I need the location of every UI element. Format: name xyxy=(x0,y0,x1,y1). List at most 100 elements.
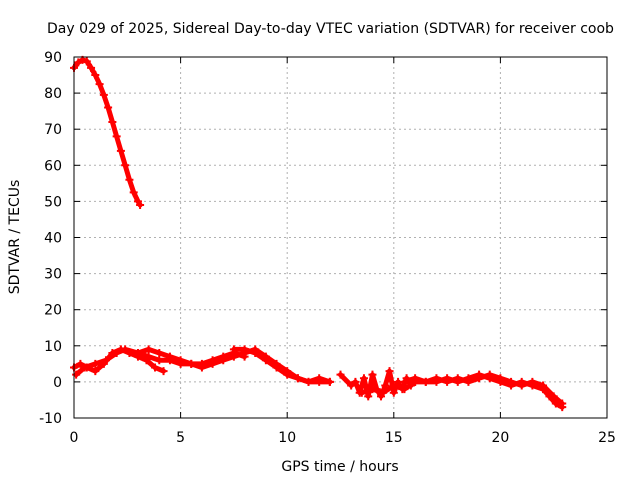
x-tick-label: 0 xyxy=(70,430,79,446)
data-point xyxy=(389,381,398,390)
data-point xyxy=(104,103,113,112)
data-point xyxy=(421,377,430,386)
data-point xyxy=(385,367,394,376)
data-point xyxy=(219,356,228,365)
data-point xyxy=(293,374,302,383)
data-point xyxy=(381,381,390,390)
data-point xyxy=(74,58,83,67)
y-axis-title: SDTVAR / TECUs xyxy=(7,180,23,295)
data-point xyxy=(112,349,121,358)
y-tick-label: 70 xyxy=(44,122,62,138)
data-point xyxy=(411,374,420,383)
data-point xyxy=(283,370,292,379)
data-point xyxy=(155,349,164,358)
data-point xyxy=(165,356,174,365)
data-point xyxy=(389,388,398,397)
data-point xyxy=(351,377,360,386)
data-point xyxy=(545,392,554,401)
data-point xyxy=(159,367,168,376)
data-point xyxy=(116,146,125,155)
data-point xyxy=(443,374,452,383)
data-point xyxy=(197,363,206,372)
y-tick-label: 30 xyxy=(44,267,62,283)
ticks: 0 5 10 15 20 25 -10 0 10 20 30 40 50 60 70 80 90 xyxy=(39,50,616,446)
data-point xyxy=(229,345,238,354)
data-point xyxy=(475,370,484,379)
data-point xyxy=(91,71,100,80)
data-point xyxy=(304,377,313,386)
y-tick-label: 20 xyxy=(44,303,62,319)
data-point xyxy=(528,381,537,390)
data-point xyxy=(496,377,505,386)
series-line-low-track-4 xyxy=(231,346,333,385)
x-tick-label: 10 xyxy=(278,430,296,446)
data-point xyxy=(315,374,324,383)
data-point xyxy=(129,188,138,197)
x-tick-label: 20 xyxy=(491,430,509,446)
data-point xyxy=(432,377,441,386)
x-tick-label: 15 xyxy=(385,430,403,446)
data-point xyxy=(400,377,409,386)
y-tick-label: 80 xyxy=(44,86,62,102)
data-point xyxy=(125,175,134,184)
data-point xyxy=(261,356,270,365)
data-point xyxy=(208,359,217,368)
data-point xyxy=(336,370,345,379)
data-point xyxy=(108,117,117,126)
data-point xyxy=(144,345,153,354)
data-point xyxy=(359,374,368,383)
data-point xyxy=(151,363,160,372)
data-point xyxy=(558,403,567,412)
data-point xyxy=(82,57,91,66)
data-point xyxy=(144,352,153,361)
grid xyxy=(74,57,607,418)
data-point xyxy=(229,352,238,361)
data-point xyxy=(91,367,100,376)
data-point xyxy=(272,363,281,372)
data-point xyxy=(101,356,110,365)
data-point xyxy=(400,385,409,394)
data-point xyxy=(121,345,130,354)
data-point xyxy=(155,356,164,365)
data-point xyxy=(357,388,366,397)
data-point xyxy=(176,359,185,368)
data-point xyxy=(133,349,142,358)
data-point xyxy=(379,388,388,397)
data-point xyxy=(507,381,516,390)
y-tick-label: 90 xyxy=(44,50,62,66)
data-point xyxy=(325,377,334,386)
x-tick-label: 5 xyxy=(176,430,185,446)
data-point xyxy=(240,345,249,354)
data-point xyxy=(251,349,260,358)
data-point xyxy=(91,359,100,368)
data-point xyxy=(464,374,473,383)
x-axis-title: GPS time / hours xyxy=(281,459,398,475)
data-point xyxy=(368,370,377,379)
chart-title: Day 029 of 2025, Sidereal Day-to-day VTE… xyxy=(47,21,614,37)
y-tick-label: 0 xyxy=(53,375,62,391)
series-group xyxy=(70,55,567,412)
data-point xyxy=(121,161,130,170)
y-tick-label: 40 xyxy=(44,231,62,247)
data-point xyxy=(95,80,104,89)
data-point xyxy=(112,132,121,141)
data-point xyxy=(364,392,373,401)
data-point xyxy=(368,385,377,394)
data-point xyxy=(551,399,560,408)
y-tick-label: 50 xyxy=(44,194,62,210)
data-point xyxy=(517,377,526,386)
data-point xyxy=(80,363,89,372)
data-point xyxy=(347,381,356,390)
data-point xyxy=(485,374,494,383)
y-tick-label: 10 xyxy=(44,339,62,355)
data-point xyxy=(539,385,548,394)
y-tick-label: -10 xyxy=(39,411,62,427)
data-point xyxy=(99,90,108,99)
data-point xyxy=(76,359,85,368)
y-tick-label: 60 xyxy=(44,158,62,174)
data-point xyxy=(453,377,462,386)
x-tick-label: 25 xyxy=(598,430,616,446)
data-point xyxy=(72,370,81,379)
data-point xyxy=(136,201,145,210)
